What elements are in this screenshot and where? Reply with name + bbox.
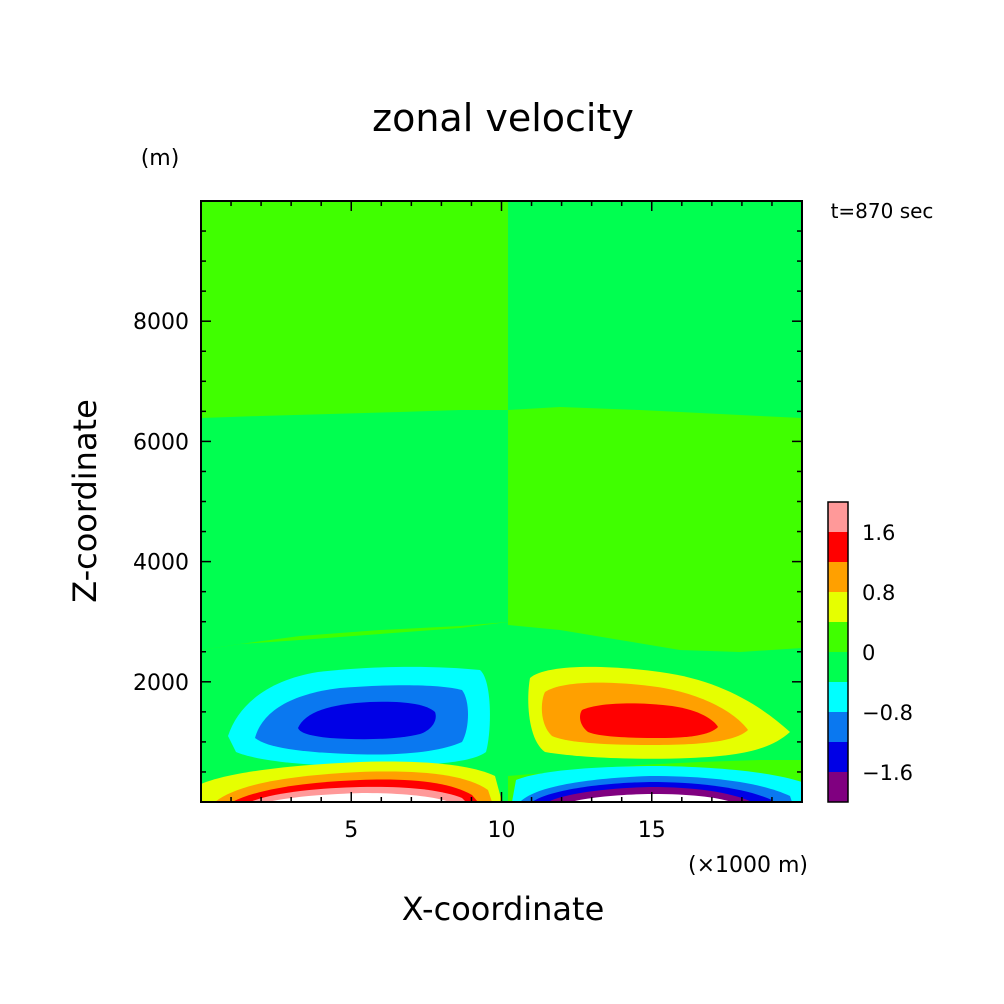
colorbar-swatch (828, 682, 848, 712)
x-tick-label: 10 (488, 818, 516, 843)
y-tick-label: 8000 (133, 310, 189, 335)
y-axis-ticks: 2000 4000 6000 8000 (133, 230, 802, 773)
surface-left-core (268, 793, 450, 802)
colorbar-swatch (828, 562, 848, 592)
y-tick-label: 4000 (133, 551, 189, 576)
colorbar-swatch (828, 772, 848, 802)
y-tick-label: 6000 (133, 430, 189, 455)
x-axis-label: X-coordinate (402, 890, 605, 928)
band-weak-negative-right-upper (508, 201, 802, 418)
colorbar-swatch (828, 712, 848, 742)
y-unit-label: (m) (141, 146, 180, 171)
right-cell-plus12 (580, 703, 718, 738)
colorbar-swatch (828, 622, 848, 652)
x-tick-label: 15 (638, 818, 666, 843)
time-annotation: t=870 sec (831, 199, 934, 223)
colorbar-tick-label: −0.8 (862, 701, 913, 725)
colorbar: −1.6 −0.8 0 0.8 1.6 (827, 501, 913, 803)
x-axis-ticks: 5 10 15 (230, 201, 773, 843)
colorbar-tick-label: 1.6 (862, 521, 895, 545)
colorbar-swatch (828, 742, 848, 772)
colorbar-tick-label: −1.6 (862, 761, 913, 785)
left-edge-patch (201, 754, 218, 766)
colorbar-swatch (828, 532, 848, 562)
colorbar-swatch (828, 652, 848, 682)
y-tick-label: 2000 (133, 671, 189, 696)
band-weak-negative-left (201, 410, 508, 650)
chart-title: zonal velocity (372, 96, 634, 140)
left-cell-minus12 (298, 701, 436, 740)
colorbar-frame (827, 501, 849, 803)
colorbar-tick-label: 0.8 (862, 581, 895, 605)
x-unit-label: (×1000 m) (688, 853, 808, 878)
colorbar-swatch (828, 502, 848, 532)
y-axis-label: Z-coordinate (66, 399, 104, 603)
x-tick-label: 5 (344, 818, 358, 843)
contour-field (201, 201, 802, 802)
colorbar-tick-label: 0 (862, 641, 875, 665)
colorbar-swatch (828, 592, 848, 622)
